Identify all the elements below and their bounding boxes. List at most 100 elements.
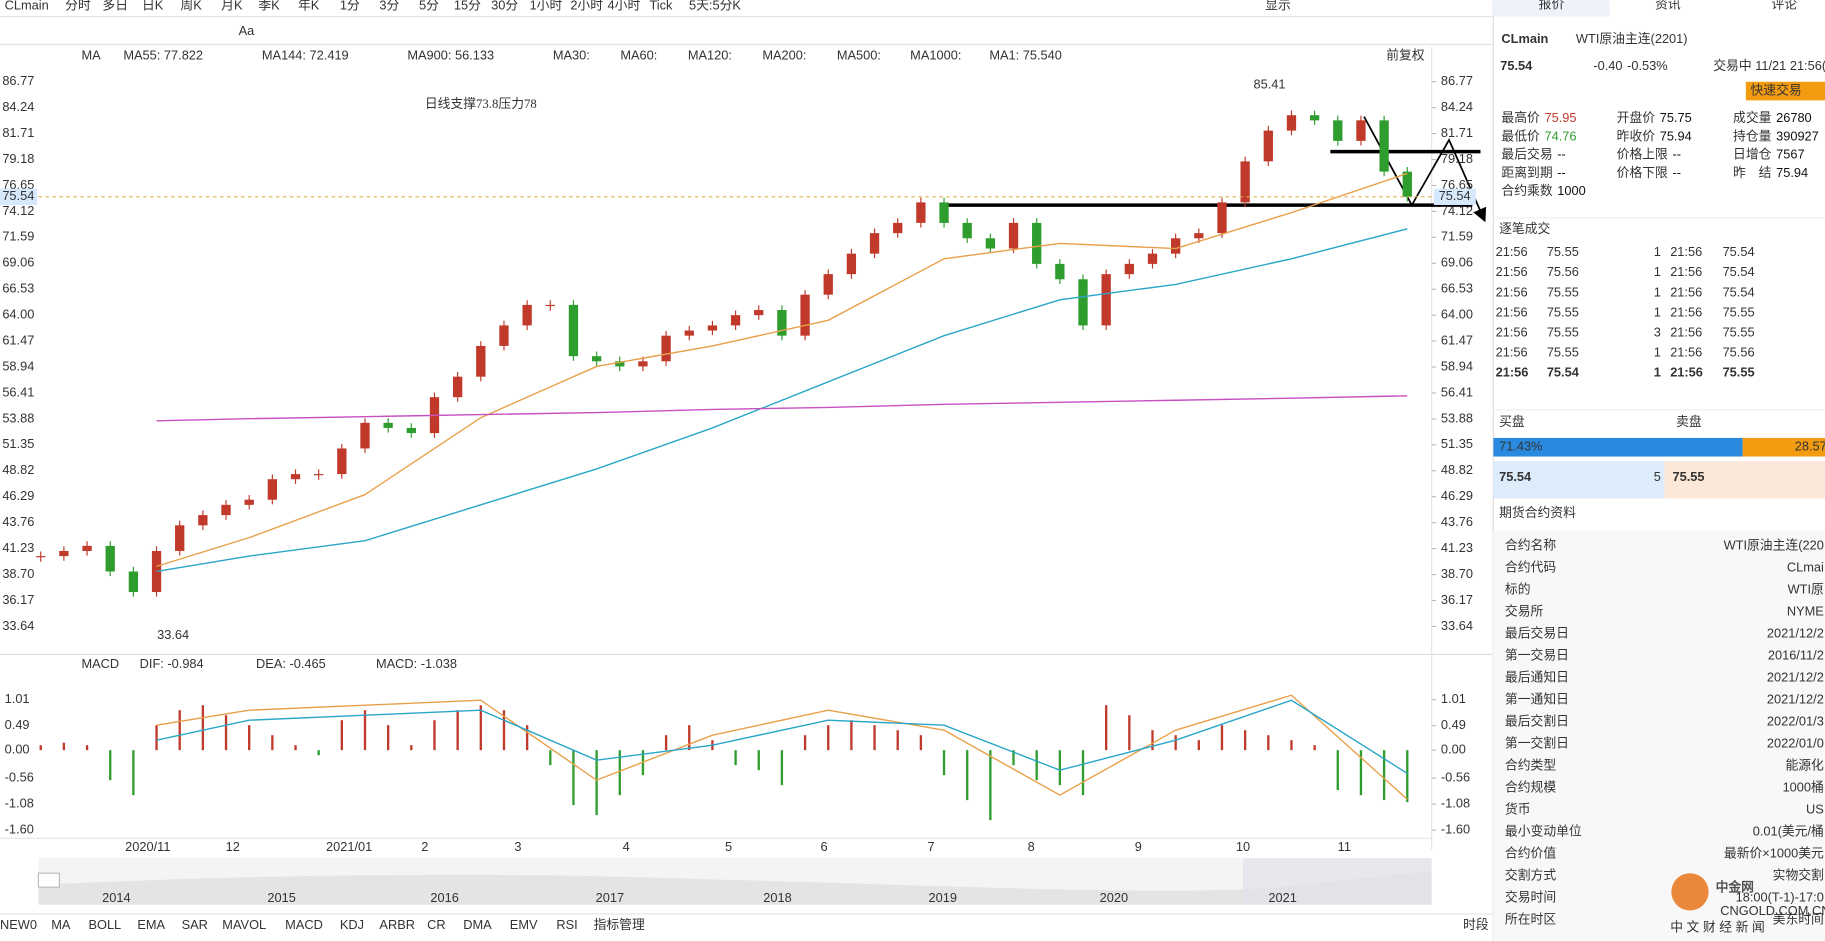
info-value: US <box>1806 802 1824 817</box>
toolbar-item[interactable]: 1小时 <box>530 0 563 12</box>
y-tick-label: 38.70 <box>2 566 34 581</box>
toolbar-item[interactable]: 1分 <box>340 0 360 12</box>
stat: 价格下限 -- <box>1617 165 1681 180</box>
adjust-button[interactable]: 前复权 <box>1386 48 1425 63</box>
candle <box>383 422 393 428</box>
indicator-tab[interactable]: BOLL <box>88 917 121 932</box>
y-tick-label: 86.77 <box>1441 73 1473 88</box>
indicator-tab[interactable]: SAR <box>182 917 208 932</box>
toolbar-item[interactable]: 5天:5分K <box>689 0 741 12</box>
toolbar-item[interactable]: 5分 <box>419 0 439 12</box>
indicator-tab[interactable]: RSI <box>556 917 577 932</box>
stat-value: -- <box>1557 147 1566 162</box>
x-tick-label: 2 <box>421 839 428 854</box>
trade-cell: 1 <box>1654 244 1661 259</box>
indicator-tab[interactable]: EMA <box>137 917 165 932</box>
indicator-tab[interactable]: DMA <box>463 917 492 932</box>
quick-trade[interactable]: 快速交易 <box>1751 82 1802 97</box>
annotation[interactable]: 日线支撑73.8压力78 <box>425 97 537 111</box>
info-value: 2022/01/3 <box>1767 714 1824 729</box>
price-tag-label: 75.54 <box>2 188 34 203</box>
candle <box>522 304 532 326</box>
display-menu[interactable]: 显示 <box>1265 0 1291 12</box>
y-tick-label: 58.94 <box>2 358 34 373</box>
toolbar-item[interactable]: 多日 <box>102 0 128 12</box>
y-tick-label: 64.00 <box>1441 307 1473 322</box>
toolbar-item[interactable]: 月K <box>221 0 243 12</box>
trade-cell: 75.54 <box>1723 264 1755 279</box>
toolbar-item[interactable]: CLmain <box>5 0 49 12</box>
candle <box>244 499 254 505</box>
indicator-tab[interactable]: CR <box>427 917 445 932</box>
candle <box>962 222 972 239</box>
quick-trade-button[interactable] <box>1745 81 1825 101</box>
trade-cell: 21:56 <box>1496 244 1528 259</box>
active-tab[interactable] <box>1493 0 1610 17</box>
y-tick-label: 51.35 <box>2 436 34 451</box>
stat-value: 26780 <box>1776 110 1812 125</box>
stat-value: -- <box>1673 165 1682 180</box>
toolbar-item[interactable]: 30分 <box>491 0 518 12</box>
indicator-tab[interactable]: MAVOL <box>222 917 266 932</box>
toolbar-item[interactable]: Tick <box>649 0 673 12</box>
y-tick-label: 46.29 <box>2 488 34 503</box>
panel-tab[interactable]: 报价 <box>1539 0 1565 11</box>
candle <box>267 479 278 500</box>
indicator-tab[interactable]: KDJ <box>340 917 364 932</box>
info-label: 最后交割日 <box>1505 714 1569 729</box>
toolbar-item[interactable]: 日K <box>142 0 164 12</box>
year-label: 2016 <box>430 890 458 905</box>
candle <box>615 361 625 367</box>
candle <box>568 304 579 357</box>
toolbar-item[interactable]: 15分 <box>454 0 481 12</box>
indicator-tab[interactable]: EMV <box>510 917 538 932</box>
candle <box>916 202 926 223</box>
info-label: 最后通知日 <box>1505 670 1569 685</box>
stat-value: -- <box>1673 147 1682 162</box>
x-tick-label: 12 <box>226 839 240 854</box>
toolbar-item[interactable]: 季K <box>258 0 280 12</box>
toolbar-item[interactable]: 周K <box>180 0 202 12</box>
ask-bg <box>1664 461 1825 499</box>
candle <box>591 356 602 362</box>
indicator-tab[interactable]: 指标管理 <box>594 917 645 932</box>
stat-value: 75.94 <box>1776 165 1808 180</box>
section-title: 逐笔成交 <box>1499 221 1550 236</box>
y-tick-label: 76.65 <box>1441 177 1473 192</box>
candle <box>985 238 996 249</box>
candle <box>36 556 46 558</box>
indicator-tab[interactable]: ARBR <box>379 917 415 932</box>
toolbar-item[interactable]: 分时 <box>65 0 91 12</box>
candle <box>545 304 555 307</box>
panel-tab[interactable]: 资讯 <box>1655 0 1681 11</box>
toolbar-item[interactable]: 2小时 <box>570 0 603 12</box>
candle <box>1333 120 1343 141</box>
year-label: 2020 <box>1100 890 1128 905</box>
price-tag-label: 75.54 <box>1439 188 1471 203</box>
indicator-tab[interactable]: MACD <box>285 917 323 932</box>
toolbar-item[interactable]: 年K <box>298 0 320 12</box>
toolbar-item[interactable]: 3分 <box>379 0 399 12</box>
macd-line <box>156 694 1408 800</box>
candle <box>105 545 115 572</box>
font-tool[interactable]: Aa <box>239 23 256 38</box>
trade-cell: 21:56 <box>1670 364 1703 379</box>
x-tick-label: 5 <box>725 839 732 854</box>
trade-cell: 1 <box>1654 284 1661 299</box>
panel-tab[interactable]: 评论 <box>1771 0 1797 11</box>
navigator-handle[interactable] <box>37 872 60 888</box>
x-tick-label: 11 <box>1338 839 1351 854</box>
indicator-tab[interactable]: NEW0 <box>0 917 37 932</box>
y-tick-label: 61.47 <box>1441 332 1473 347</box>
stat: 日增仓 7567 <box>1733 147 1805 162</box>
y-tick-label: 61.47 <box>2 332 34 347</box>
y-tick-label: 71.59 <box>2 229 34 244</box>
trade-cell: 75.55 <box>1723 324 1755 339</box>
side-panel: 报价 资讯 评论 CLmain WTI原油主连(2201) 75.54 -0.40 -0.53… <box>1493 0 1825 926</box>
stat: 持仓量 390927 <box>1733 129 1819 144</box>
navigator-window[interactable] <box>1243 858 1432 905</box>
toolbar-item[interactable]: 4小时 <box>608 0 641 12</box>
indicator-tab[interactable]: MA <box>51 917 71 932</box>
period-button[interactable]: 时段 <box>1463 917 1489 932</box>
